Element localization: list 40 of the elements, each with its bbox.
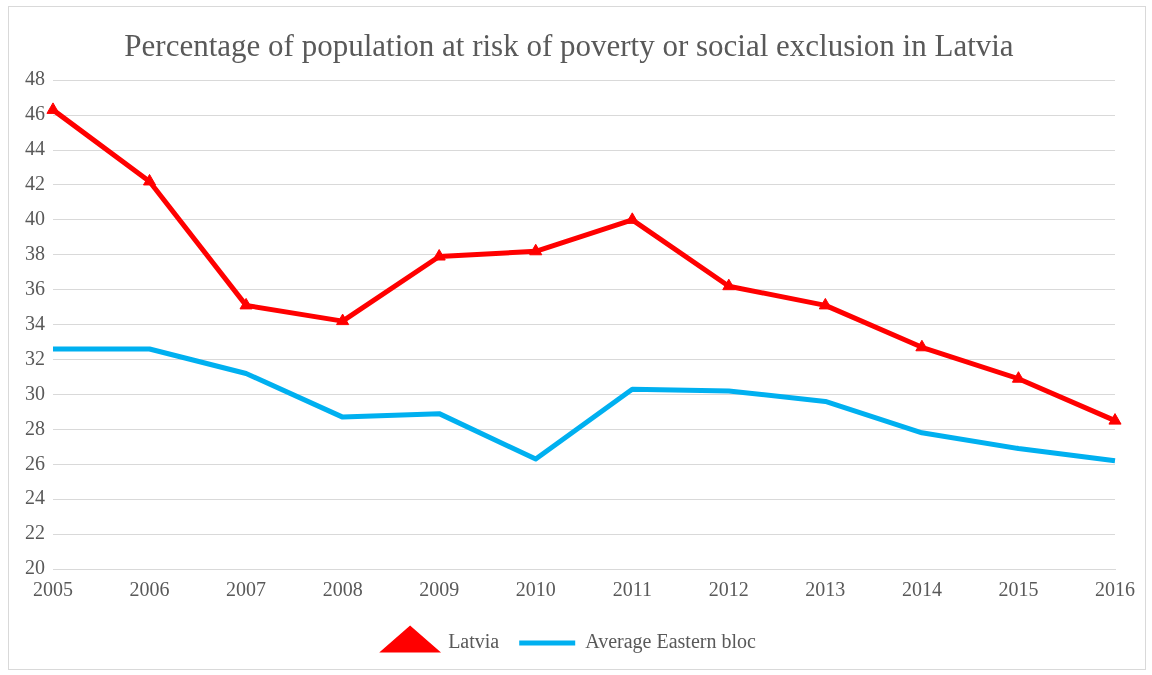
- point: [239, 297, 253, 310]
- y-tick-label: 44: [25, 137, 45, 160]
- y-tick-label: 30: [25, 381, 45, 404]
- point: [336, 313, 350, 326]
- y-tick-label: 32: [25, 346, 45, 369]
- x-tick-label: 2014: [901, 578, 942, 601]
- y-tick-label: 38: [25, 242, 45, 265]
- x-tick-label: 2015: [998, 578, 1039, 601]
- point: [722, 278, 736, 291]
- point: [432, 249, 446, 261]
- y-tick-label: 24: [25, 486, 45, 509]
- x-tick-label: 2005: [33, 578, 73, 601]
- y-tick-label: 26: [25, 451, 45, 474]
- point: [915, 339, 929, 352]
- chart-title: Percentage of population at risk of poverty or social exclusion in Latvia: [124, 27, 1014, 63]
- point: [1108, 413, 1122, 425]
- y-tick-label: 40: [25, 207, 45, 230]
- y-tick-label: 20: [25, 556, 45, 579]
- x-tick-label: 2006: [129, 578, 170, 601]
- y-tick-label: 42: [25, 172, 45, 195]
- point: [142, 173, 157, 186]
- legend-label: Average Eastern bloc: [585, 630, 756, 654]
- x-tick-label: 2012: [708, 578, 749, 601]
- x-tick-label: 2013: [805, 578, 846, 601]
- point: [529, 243, 543, 256]
- point: [818, 297, 832, 310]
- y-tick-label: 28: [25, 416, 45, 439]
- point: [46, 102, 60, 114]
- x-tick-label: 2011: [612, 578, 652, 601]
- x-tick-label: 2008: [322, 578, 363, 601]
- y-tick-label: 34: [25, 311, 45, 334]
- x-tick-label: 2016: [1095, 578, 1135, 601]
- x-tick-label: 2009: [419, 578, 460, 601]
- y-tick-label: 48: [25, 67, 45, 90]
- y-tick-label: 46: [25, 102, 45, 125]
- x-tick-label: 2007: [226, 578, 267, 601]
- y-tick-label: 22: [25, 521, 45, 544]
- y-tick-label: 36: [25, 276, 45, 299]
- legend-label: Latvia: [448, 630, 500, 653]
- x-tick-label: 2010: [515, 578, 556, 601]
